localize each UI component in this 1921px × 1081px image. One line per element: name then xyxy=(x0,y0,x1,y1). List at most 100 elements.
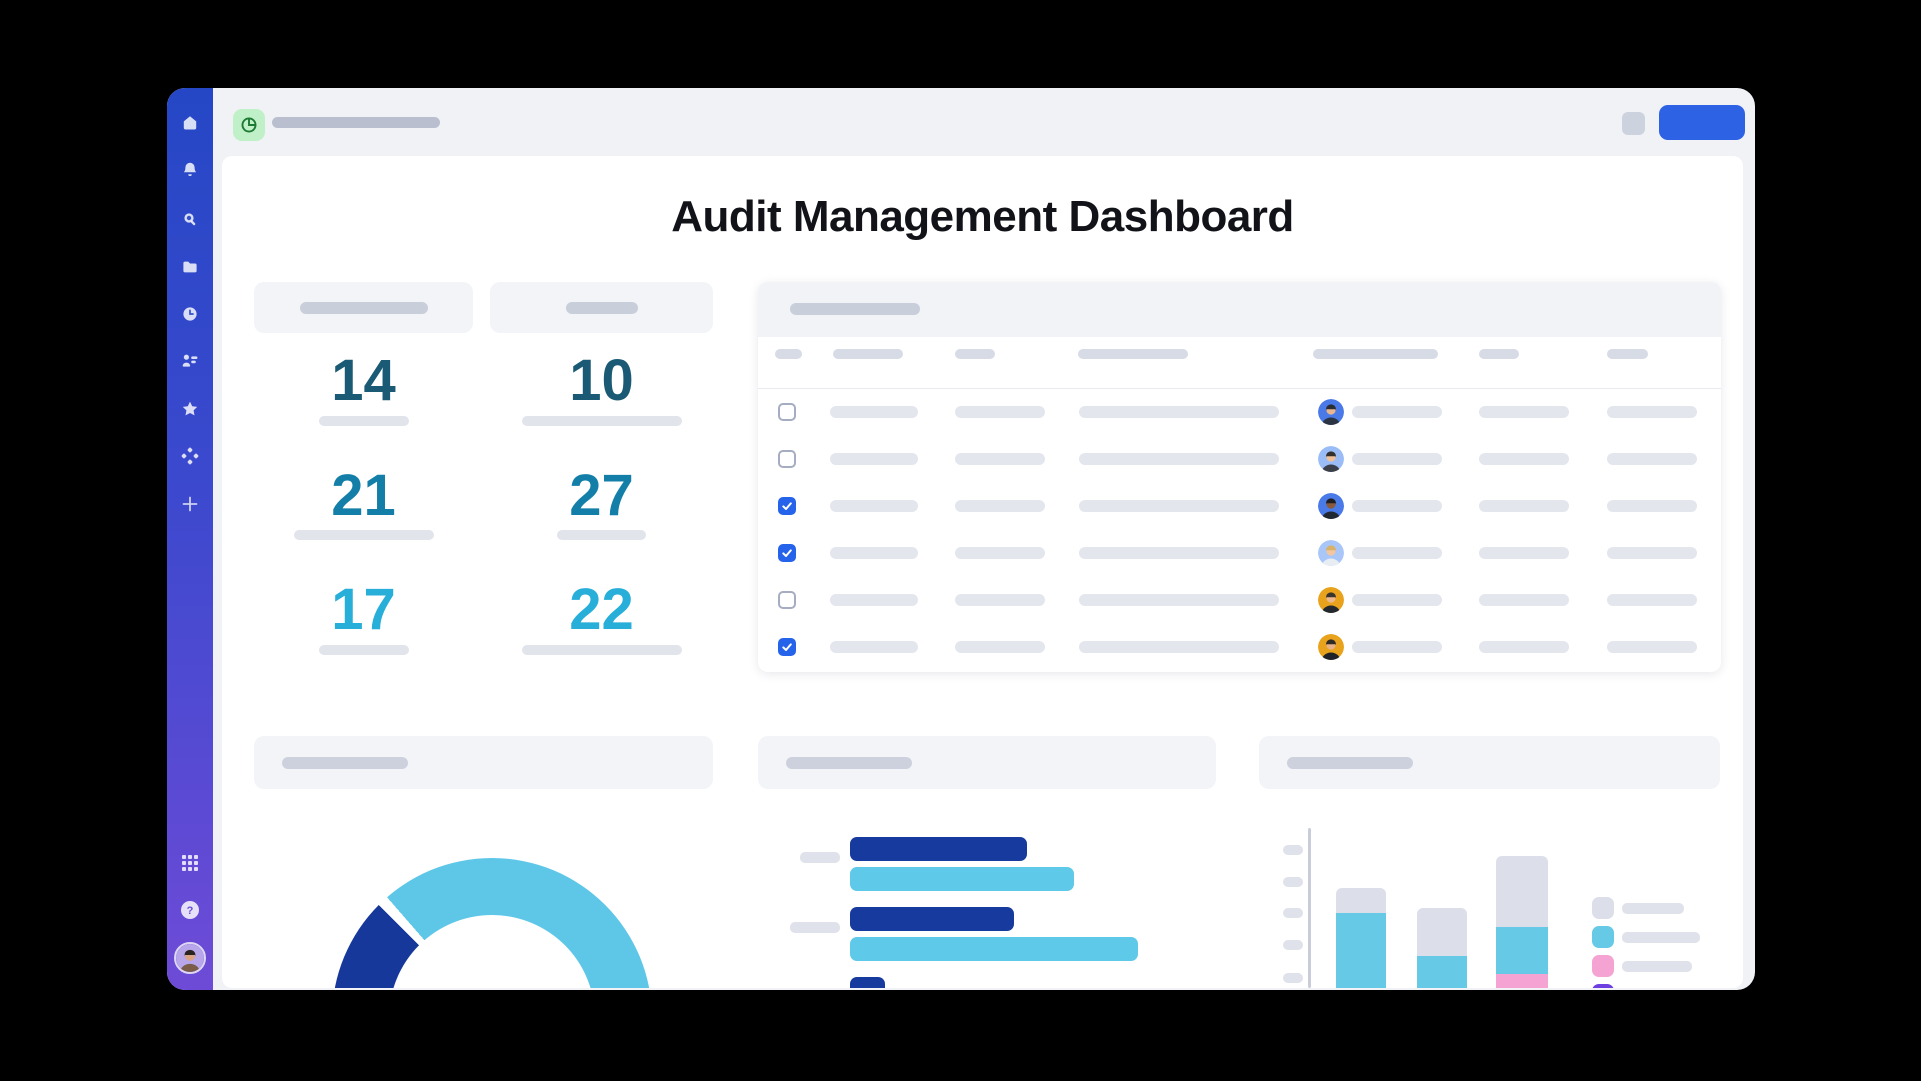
sidebar-item-add[interactable] xyxy=(180,494,200,514)
row-checkbox[interactable] xyxy=(778,403,796,421)
sidebar-item-app-grid[interactable] xyxy=(180,853,200,873)
topbar-title-placeholder xyxy=(272,117,440,128)
cell-placeholder xyxy=(1607,594,1697,606)
sidebar: ? xyxy=(167,88,213,990)
cell-placeholder xyxy=(830,641,918,653)
topbar-secondary-control[interactable] xyxy=(1622,112,1645,135)
user-avatar xyxy=(1318,446,1344,472)
row-checkbox[interactable] xyxy=(778,497,796,515)
table-row[interactable] xyxy=(758,624,1721,671)
table-row[interactable] xyxy=(758,389,1721,436)
table-row[interactable] xyxy=(758,530,1721,577)
cell-placeholder xyxy=(1352,500,1442,512)
cell-placeholder xyxy=(1479,500,1569,512)
cell-placeholder xyxy=(955,594,1045,606)
row-checkbox[interactable] xyxy=(778,450,796,468)
sidebar-item-home[interactable] xyxy=(180,113,200,133)
cell-placeholder xyxy=(955,500,1045,512)
cell-placeholder xyxy=(1479,641,1569,653)
cell-placeholder xyxy=(1607,453,1697,465)
barchart-card-header xyxy=(758,736,1216,789)
users-icon xyxy=(182,354,198,367)
bar-group-label-placeholder xyxy=(800,852,840,863)
kpi-value: 27 xyxy=(569,463,634,528)
sidebar-item-files[interactable] xyxy=(180,257,200,277)
cell-placeholder xyxy=(1352,594,1442,606)
cell-placeholder xyxy=(955,406,1045,418)
audit-table-panel xyxy=(758,282,1721,672)
legend-label-placeholder xyxy=(1622,931,1700,943)
sidebar-item-search[interactable] xyxy=(180,209,200,229)
stacked-card-header xyxy=(1259,736,1720,789)
donut-card-title-placeholder xyxy=(282,757,408,769)
stacked-card-title-placeholder xyxy=(1287,757,1413,769)
sidebar-item-history[interactable] xyxy=(180,304,200,324)
kpi-card-2: 10 27 22 xyxy=(490,282,713,682)
apps-diamond-icon xyxy=(181,447,199,465)
table-row[interactable] xyxy=(758,436,1721,483)
page-title: Audit Management Dashboard xyxy=(671,192,1294,241)
bar-series-light xyxy=(850,867,1074,891)
barchart-card-title-placeholder xyxy=(786,757,912,769)
cell-placeholder xyxy=(1079,500,1279,512)
kpi-card-2-header xyxy=(490,282,713,333)
legend-label-placeholder xyxy=(1622,960,1692,972)
column-segment-cyan xyxy=(1417,956,1467,988)
column-header-placeholder xyxy=(1479,349,1519,359)
column-header-placeholder xyxy=(1607,349,1648,359)
kpi-value: 10 xyxy=(569,348,634,413)
home-icon xyxy=(183,116,197,130)
user-avatar xyxy=(1318,493,1344,519)
cell-placeholder xyxy=(830,453,918,465)
sidebar-item-favorites[interactable] xyxy=(180,399,200,419)
cell-placeholder xyxy=(1352,547,1442,559)
cell-placeholder xyxy=(1079,641,1279,653)
bar-series-dark xyxy=(850,977,885,988)
table-row[interactable] xyxy=(758,483,1721,530)
folder-icon xyxy=(183,261,197,273)
row-checkbox[interactable] xyxy=(778,544,796,562)
row-checkbox[interactable] xyxy=(778,638,796,656)
kpi-value: 17 xyxy=(331,577,396,642)
cell-placeholder xyxy=(830,406,918,418)
sidebar-item-help[interactable]: ? xyxy=(180,900,200,920)
bar-series-light xyxy=(850,937,1138,961)
legend-label-placeholder xyxy=(1622,902,1684,914)
column-segment-gray xyxy=(1336,888,1386,913)
cell-placeholder xyxy=(955,641,1045,653)
legend-swatch-cyan xyxy=(1592,926,1614,948)
cell-placeholder xyxy=(1079,594,1279,606)
column-header-placeholder xyxy=(955,349,995,359)
help-icon: ? xyxy=(181,901,199,919)
cell-placeholder xyxy=(830,594,918,606)
kpi-card-1-header xyxy=(254,282,473,333)
table-title-placeholder xyxy=(790,303,920,315)
sidebar-item-apps[interactable] xyxy=(180,446,200,466)
column-header-placeholder xyxy=(775,349,802,359)
clock-icon xyxy=(183,307,197,321)
kpi-card-1: 14 21 17 xyxy=(254,282,473,682)
user-avatar xyxy=(1318,399,1344,425)
column-header-placeholder xyxy=(1078,349,1188,359)
column-segment-gray xyxy=(1496,856,1548,927)
column-segment-pink xyxy=(1496,974,1548,988)
cell-placeholder xyxy=(1079,406,1279,418)
cell-placeholder xyxy=(1352,453,1442,465)
column-header-placeholder xyxy=(833,349,903,359)
user-avatar xyxy=(1318,634,1344,660)
svg-text:?: ? xyxy=(187,905,194,917)
legend-swatch-purple xyxy=(1592,984,1614,988)
cell-placeholder xyxy=(1479,547,1569,559)
sidebar-user-avatar[interactable] xyxy=(174,942,206,974)
y-axis-tick-placeholder xyxy=(1283,877,1303,887)
sidebar-item-notifications[interactable] xyxy=(180,160,200,180)
pie-chart-icon xyxy=(233,109,265,141)
sidebar-item-team[interactable] xyxy=(180,351,200,371)
row-checkbox[interactable] xyxy=(778,591,796,609)
kpi-value: 22 xyxy=(569,577,634,642)
grid-icon xyxy=(182,855,198,871)
topbar-primary-button[interactable] xyxy=(1659,105,1745,140)
kpi-value: 14 xyxy=(331,348,396,413)
kpi-underline xyxy=(293,530,434,540)
table-row[interactable] xyxy=(758,577,1721,624)
